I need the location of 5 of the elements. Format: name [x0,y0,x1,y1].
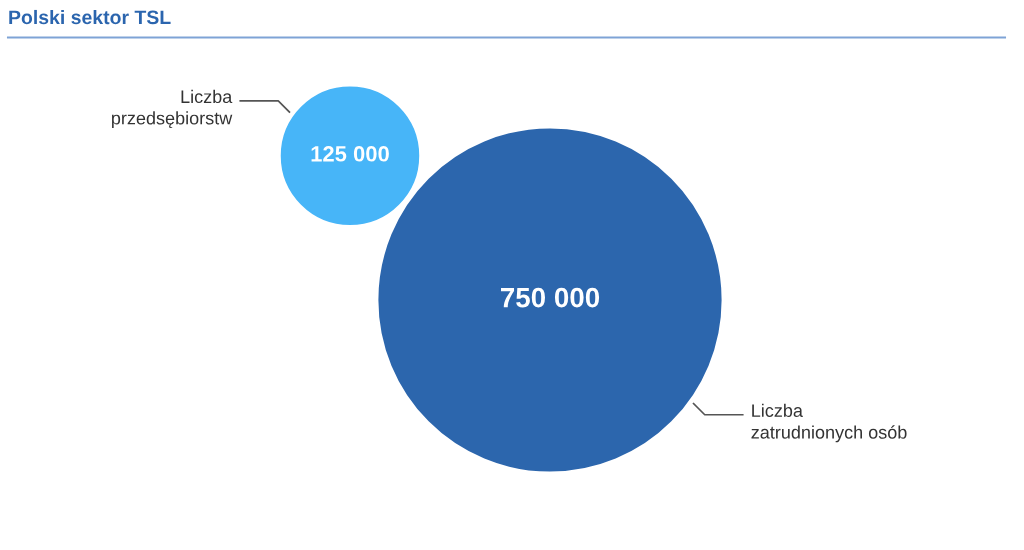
text: Polski sektor TSL [9,9,171,25]
category-label: Liczba przedsębiorstw [112,89,233,129]
category-label: Liczba zatrudnionych osób [751,403,907,443]
data-label: 125 000 [311,146,389,162]
data-label: 750 000 [500,287,600,308]
